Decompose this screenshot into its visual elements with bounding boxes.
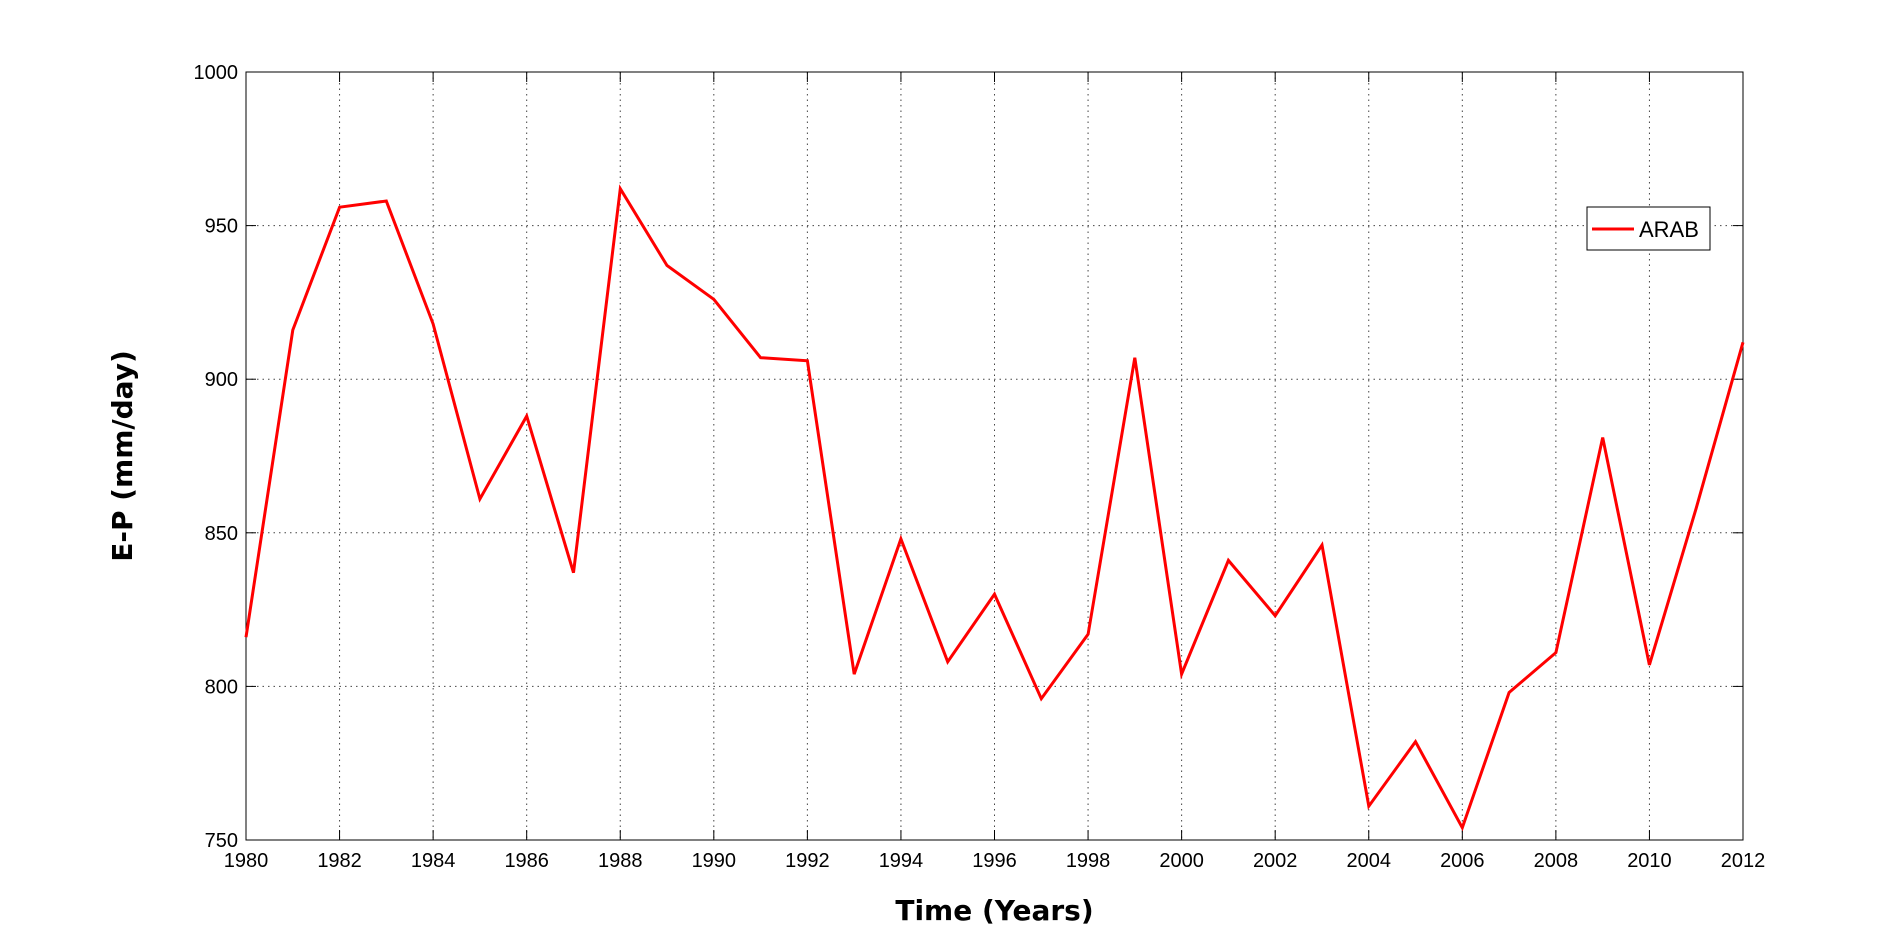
x-tick-label: 2012	[1721, 850, 1766, 872]
x-tick-label: 1996	[972, 850, 1017, 872]
x-tick-label: 1992	[785, 850, 830, 872]
y-tick-labels: 750 800 850 900 950 1000	[194, 62, 239, 852]
x-tick-label: 1994	[879, 850, 924, 872]
x-tick-label: 2004	[1347, 850, 1392, 872]
y-axis-label: E-P (mm/day)	[106, 350, 139, 562]
y-tick-label: 900	[205, 369, 238, 391]
x-tick-label: 1998	[1066, 850, 1111, 872]
series-line-arab	[244, 184, 1745, 832]
grid-lines	[246, 72, 1743, 840]
x-tick-label: 2008	[1534, 850, 1579, 872]
legend: ARAB	[1586, 206, 1711, 251]
legend-label-arab: ARAB	[1639, 217, 1699, 242]
x-tick-label: 2006	[1440, 850, 1485, 872]
x-tick-label: 1988	[598, 850, 643, 872]
x-tick-label: 1982	[317, 850, 362, 872]
x-tick-label: 1984	[411, 850, 456, 872]
x-axis-label: Time (Years)	[895, 894, 1093, 927]
plot-frame	[245, 71, 1744, 841]
x-tick-label: 1980	[224, 850, 269, 872]
x-tick-label: 2010	[1627, 850, 1672, 872]
x-tick-label: 2000	[1159, 850, 1204, 872]
series-lines	[244, 184, 1745, 832]
y-tick-label: 950	[205, 216, 238, 238]
y-tick-label: 800	[205, 676, 238, 698]
axis-ticks	[245, 71, 1744, 841]
x-tick-label: 2002	[1253, 850, 1298, 872]
y-tick-label: 850	[205, 523, 238, 545]
y-tick-label: 1000	[194, 62, 239, 84]
x-tick-label: 1986	[504, 850, 549, 872]
y-tick-label: 750	[205, 830, 238, 852]
x-tick-labels: 1980 1982 1984 1986 1988 1990 1992 1994 1996 1998…	[224, 850, 1766, 872]
x-tick-label: 1990	[692, 850, 737, 872]
